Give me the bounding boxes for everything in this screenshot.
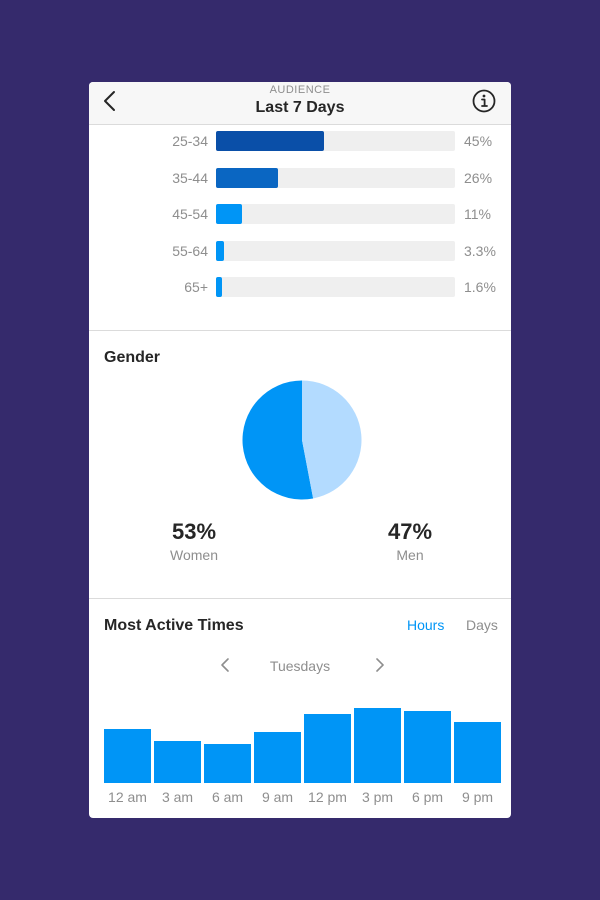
- women-label: Women: [170, 547, 218, 563]
- age-row: 45-54 11%: [89, 204, 511, 224]
- time-label: 3 pm: [361, 789, 394, 805]
- age-bar-track: [216, 241, 455, 261]
- chevron-left-icon[interactable]: [101, 90, 121, 112]
- time-label: 9 pm: [461, 789, 494, 805]
- tab-days[interactable]: Days: [466, 617, 498, 633]
- age-bar-fill: [216, 168, 279, 188]
- section-divider: [89, 330, 511, 331]
- time-label: 12 am: [108, 789, 147, 805]
- gender-pie-chart: [242, 380, 362, 500]
- nav-header: AUDIENCE Last 7 Days: [89, 82, 511, 125]
- age-percent: 11%: [464, 206, 491, 222]
- men-percent: 47%: [387, 519, 433, 544]
- activity-bar: [454, 722, 501, 783]
- activity-bar: [154, 741, 201, 783]
- age-row: 65+ 1.6%: [89, 277, 511, 297]
- age-bar-track: [216, 168, 455, 188]
- age-label: 55-64: [172, 243, 208, 259]
- active-times-title: Most Active Times: [104, 617, 244, 634]
- time-label: 9 am: [261, 789, 294, 805]
- age-bar-fill: [216, 241, 224, 261]
- age-label: 25-34: [172, 133, 208, 149]
- age-percent: 1.6%: [464, 279, 496, 295]
- gender-title: Gender: [104, 349, 161, 366]
- age-percent: 45%: [464, 133, 493, 149]
- pie-slice-women: [242, 380, 314, 500]
- tab-hours[interactable]: Hours: [407, 617, 445, 633]
- age-row: 25-34 45%: [89, 131, 511, 151]
- age-range-section: 25-34 45% 35-44 26% 45-54 11% 55-64 3.3%…: [89, 126, 511, 330]
- next-day-button[interactable]: [372, 657, 386, 673]
- age-bar-track: [216, 277, 455, 297]
- age-percent: 26%: [464, 170, 493, 186]
- activity-bar: [254, 732, 301, 783]
- age-bar-fill: [216, 131, 324, 151]
- pie-slice-men: [302, 380, 362, 499]
- age-percent: 3.3%: [464, 243, 496, 259]
- age-row: 55-64 3.3%: [89, 241, 511, 261]
- men-label: Men: [396, 547, 424, 563]
- time-label: 6 am: [211, 789, 244, 805]
- time-label: 6 pm: [411, 789, 444, 805]
- section-divider: [89, 598, 511, 599]
- age-bar-track: [216, 204, 455, 224]
- page-title: Last 7 Days: [255, 99, 345, 116]
- age-bar-track: [216, 131, 455, 151]
- audience-screen: AUDIENCE Last 7 Days 25-34 45% 35-44 26%…: [89, 82, 511, 818]
- age-row: 35-44 26%: [89, 168, 511, 188]
- women-percent: 53%: [171, 519, 217, 544]
- time-label: 12 pm: [308, 789, 347, 805]
- time-label: 3 am: [161, 789, 194, 805]
- previous-day-button[interactable]: [219, 657, 233, 673]
- info-icon[interactable]: [472, 89, 496, 113]
- activity-bar: [204, 744, 251, 783]
- header-subtitle: AUDIENCE: [269, 84, 331, 96]
- active-times-bar-chart: [104, 708, 501, 783]
- activity-bar: [354, 708, 401, 783]
- selected-day: Tuesdays: [269, 658, 331, 674]
- age-label: 65+: [184, 279, 208, 295]
- activity-bar: [404, 711, 451, 783]
- activity-bar: [304, 714, 351, 783]
- age-bar-fill: [216, 277, 222, 297]
- age-bar-fill: [216, 204, 243, 224]
- activity-bar: [104, 729, 151, 783]
- age-label: 35-44: [172, 170, 208, 186]
- age-label: 45-54: [172, 206, 208, 222]
